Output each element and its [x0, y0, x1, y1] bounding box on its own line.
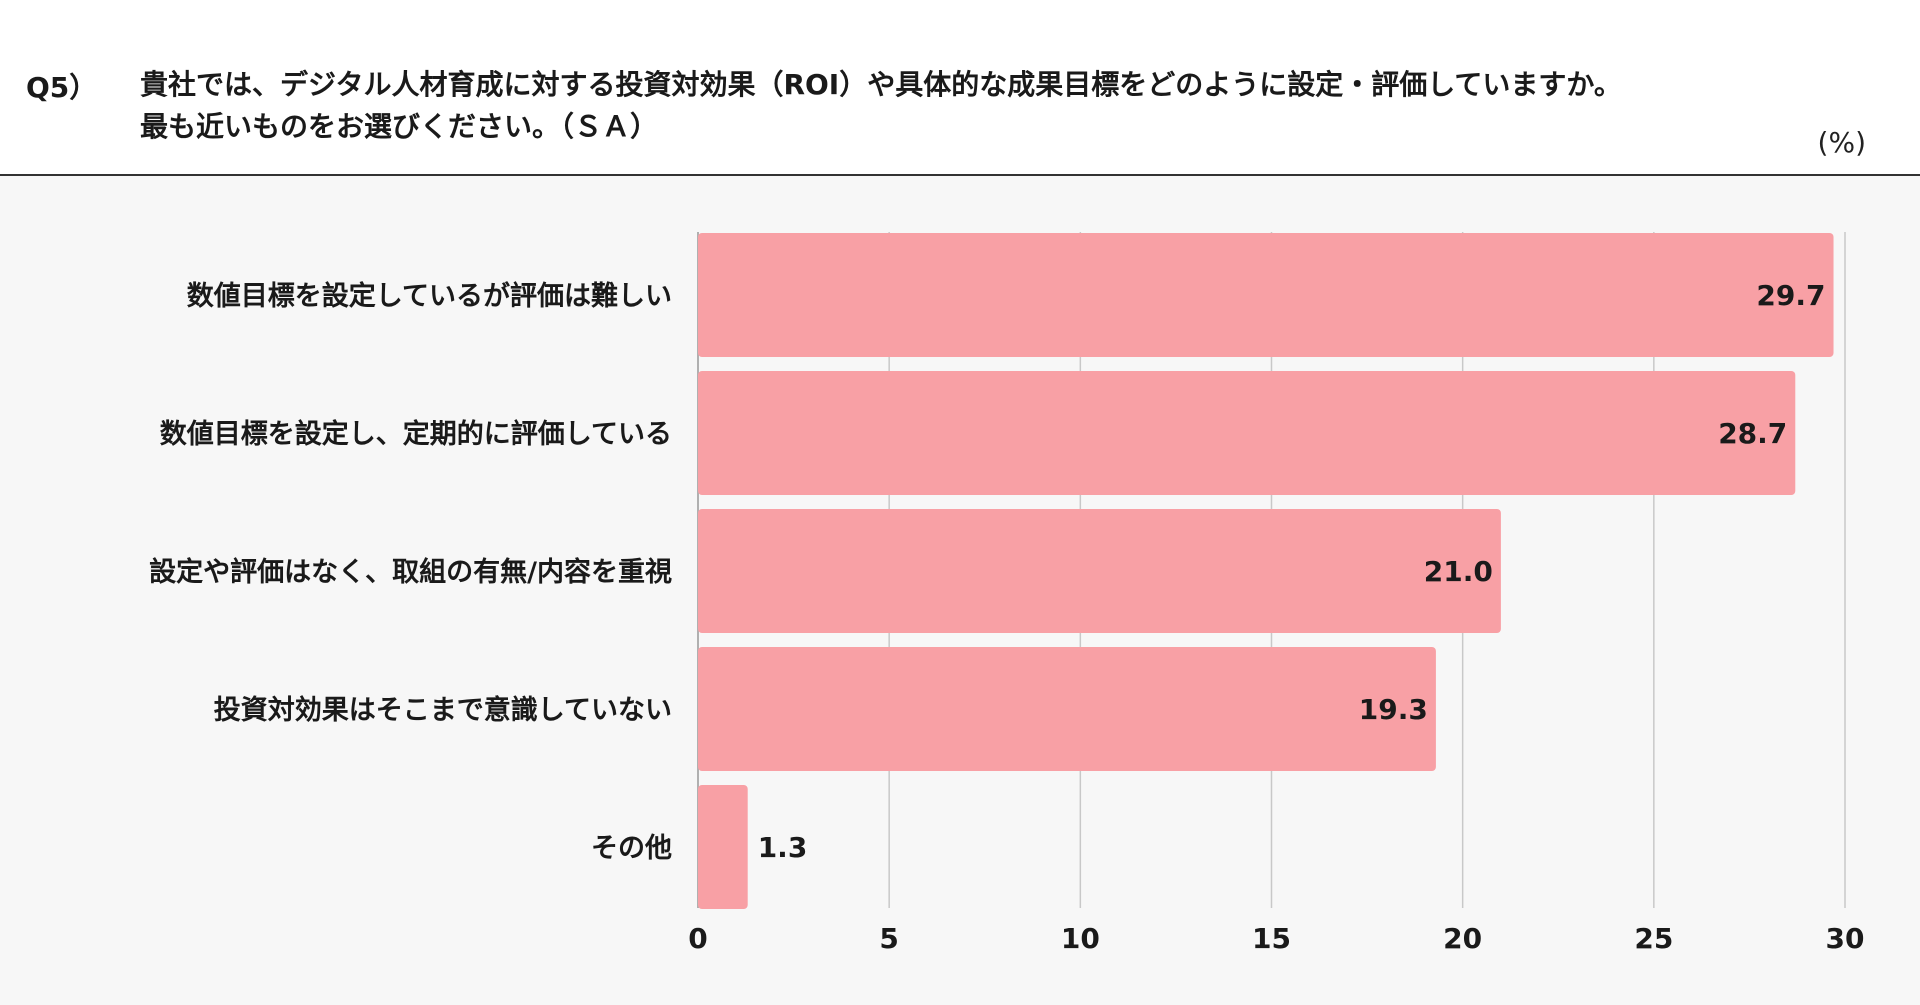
question-number: Q5） [26, 71, 98, 104]
x-tick-label: 0 [688, 922, 707, 955]
category-label: 投資対効果はそこまで意識していない [214, 694, 672, 726]
data-label: 29.7 [1756, 279, 1825, 312]
labels: 0 5 10 15 20 25 30 数値目標を設定しているが評価は難しい 29.7 数値目標を設… [149, 279, 1864, 955]
category-label: その他 [591, 833, 672, 864]
bar [698, 647, 1436, 771]
question-line-1: 貴社では、デジタル人材育成に対する投資対効果（ROI）や具体的な成果目標をどのよ… [140, 68, 1622, 101]
question-text: 貴社では、デジタル人材育成に対する投資対効果（ROI）や具体的な成果目標をどのよ… [140, 64, 1860, 148]
x-tick-label: 5 [879, 922, 898, 955]
category-label: 設定や評価はなく、取組の有無/内容を重視 [149, 556, 672, 588]
x-tick-label: 10 [1061, 922, 1100, 955]
data-label: 28.7 [1718, 417, 1787, 450]
bar [698, 371, 1796, 495]
category-label: 数値目標を設定し、定期的に評価している [160, 418, 672, 450]
x-tick-label: 25 [1634, 922, 1673, 955]
unit-label: (%) [1817, 126, 1866, 159]
bars [698, 233, 1834, 909]
bar [698, 509, 1501, 633]
x-tick-label: 15 [1252, 922, 1291, 955]
bar [698, 785, 748, 909]
x-tick-label: 30 [1826, 922, 1865, 955]
question-line-2: 最も近いものをお選びください。（ＳＡ） [140, 110, 659, 143]
category-label: 数値目標を設定しているが評価は難しい [187, 280, 672, 312]
x-tick-label: 20 [1443, 922, 1482, 955]
data-label: 21.0 [1424, 555, 1493, 588]
data-label: 1.3 [758, 831, 808, 864]
data-label: 19.3 [1359, 693, 1428, 726]
bar [698, 233, 1834, 357]
question-header: Q5） 貴社では、デジタル人材育成に対する投資対効果（ROI）や具体的な成果目標… [0, 0, 1920, 176]
